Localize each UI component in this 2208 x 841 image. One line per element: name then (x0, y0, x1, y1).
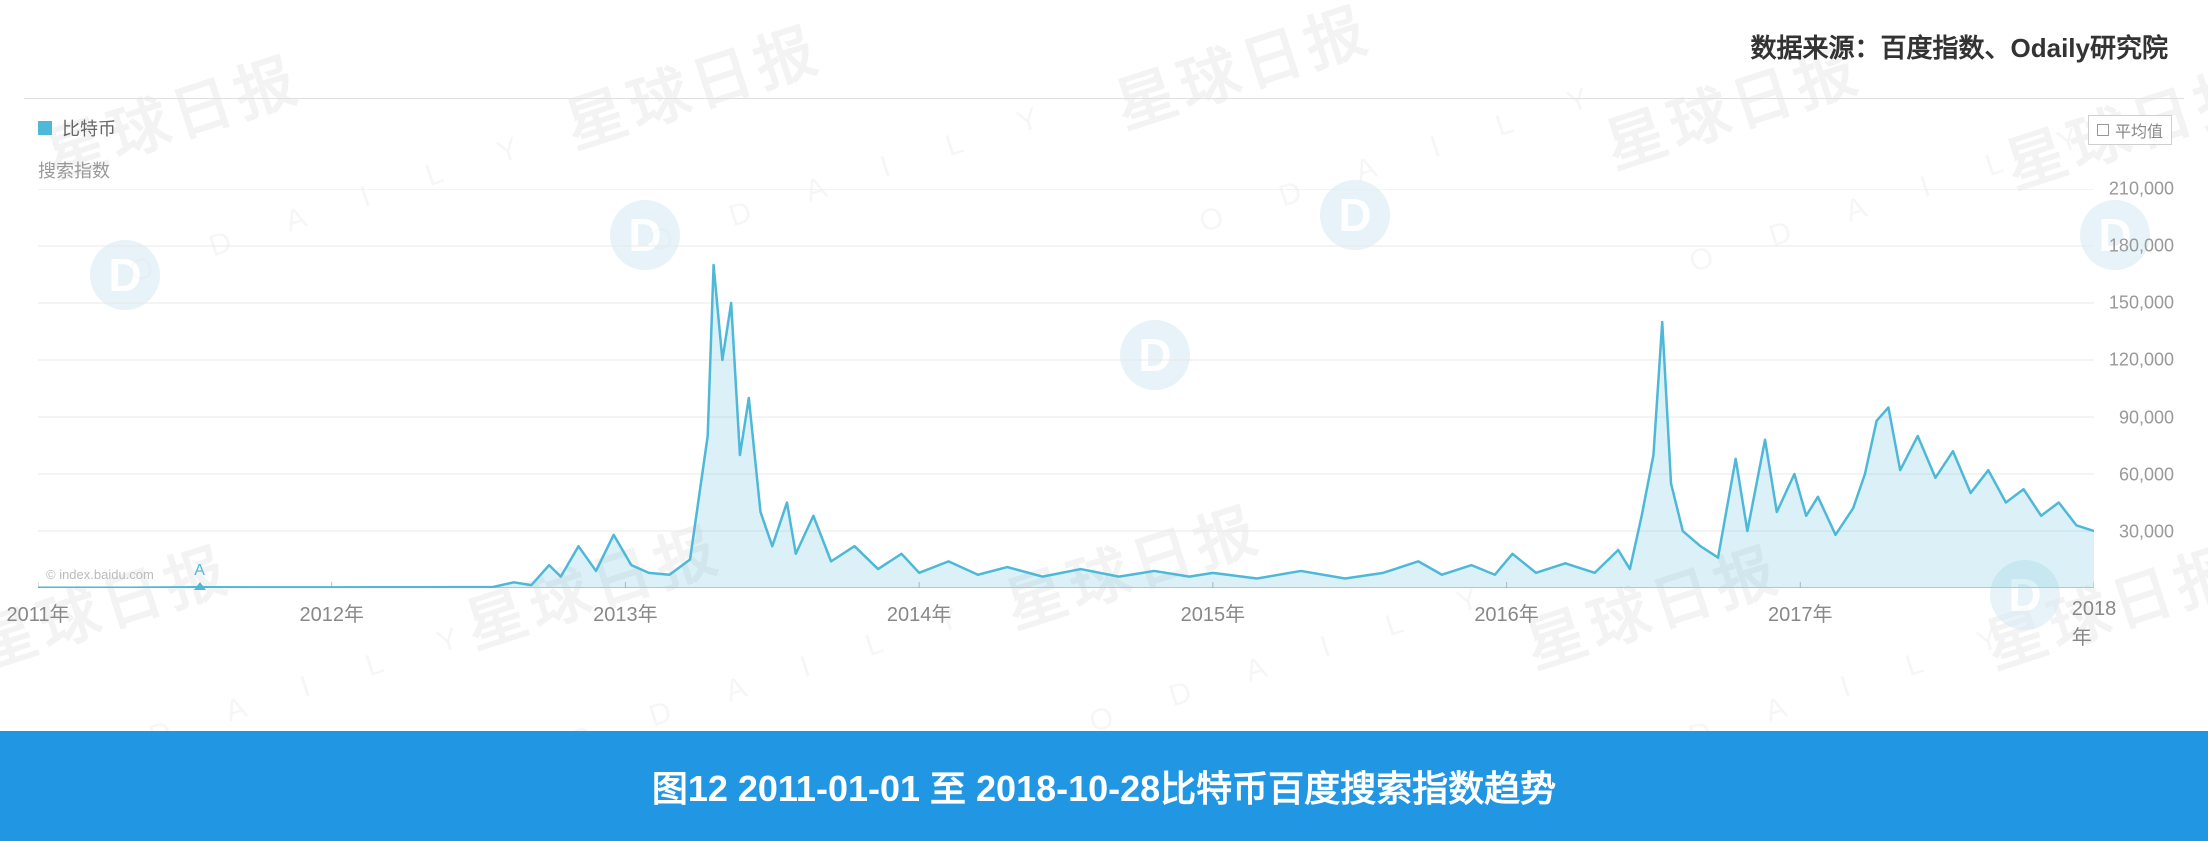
line-chart-svg (38, 189, 2094, 588)
data-source-text: 数据来源：百度指数、Odaily研究院 (1751, 28, 2168, 65)
chart-region: 比特币 平均值 搜索指数 © index.baidu.com A 2011年20… (24, 98, 2184, 658)
y-tick-label: 60,000 (2119, 464, 2174, 485)
x-tick-label: 2016年 (1474, 598, 1539, 627)
checkbox-icon (2097, 124, 2109, 136)
legend: 比特币 (38, 115, 116, 141)
legend-label: 比特币 (62, 115, 116, 141)
x-tick-label: 2014年 (887, 598, 952, 627)
y-tick-label: 180,000 (2109, 236, 2174, 257)
y-tick-label: 210,000 (2109, 179, 2174, 200)
x-tick-label: 2013年 (593, 598, 658, 627)
average-toggle[interactable]: 平均值 (2088, 115, 2172, 145)
marker-a-triangle-icon (194, 582, 206, 590)
y-axis-title: 搜索指数 (38, 157, 110, 183)
average-toggle-label: 平均值 (2115, 118, 2163, 142)
x-tick-label: 2012年 (299, 598, 364, 627)
x-tick-label: 2017年 (1768, 598, 1833, 627)
caption-bar: 图12 2011-01-01 至 2018-10-28比特币百度搜索指数趋势 (0, 731, 2208, 841)
x-tick-label: 2011年 (6, 598, 69, 627)
y-tick-label: 90,000 (2119, 407, 2174, 428)
x-tick-label: 2015年 (1181, 598, 1246, 627)
x-axis: 2011年2012年2013年2014年2015年2016年2017年2018年 (38, 598, 2094, 628)
chart-container: { "source_text": "数据来源：百度指数、Odaily研究院", … (0, 0, 2208, 841)
plot-area: © index.baidu.com A (38, 189, 2094, 588)
y-tick-label: 120,000 (2109, 350, 2174, 371)
x-tick-label: 2018年 (2072, 598, 2117, 650)
y-tick-label: 150,000 (2109, 293, 2174, 314)
legend-swatch (38, 121, 52, 135)
marker-a: A (194, 562, 205, 580)
index-credit: © index.baidu.com (46, 567, 154, 582)
y-tick-label: 30,000 (2119, 521, 2174, 542)
caption-text: 图12 2011-01-01 至 2018-10-28比特币百度搜索指数趋势 (652, 760, 1556, 812)
